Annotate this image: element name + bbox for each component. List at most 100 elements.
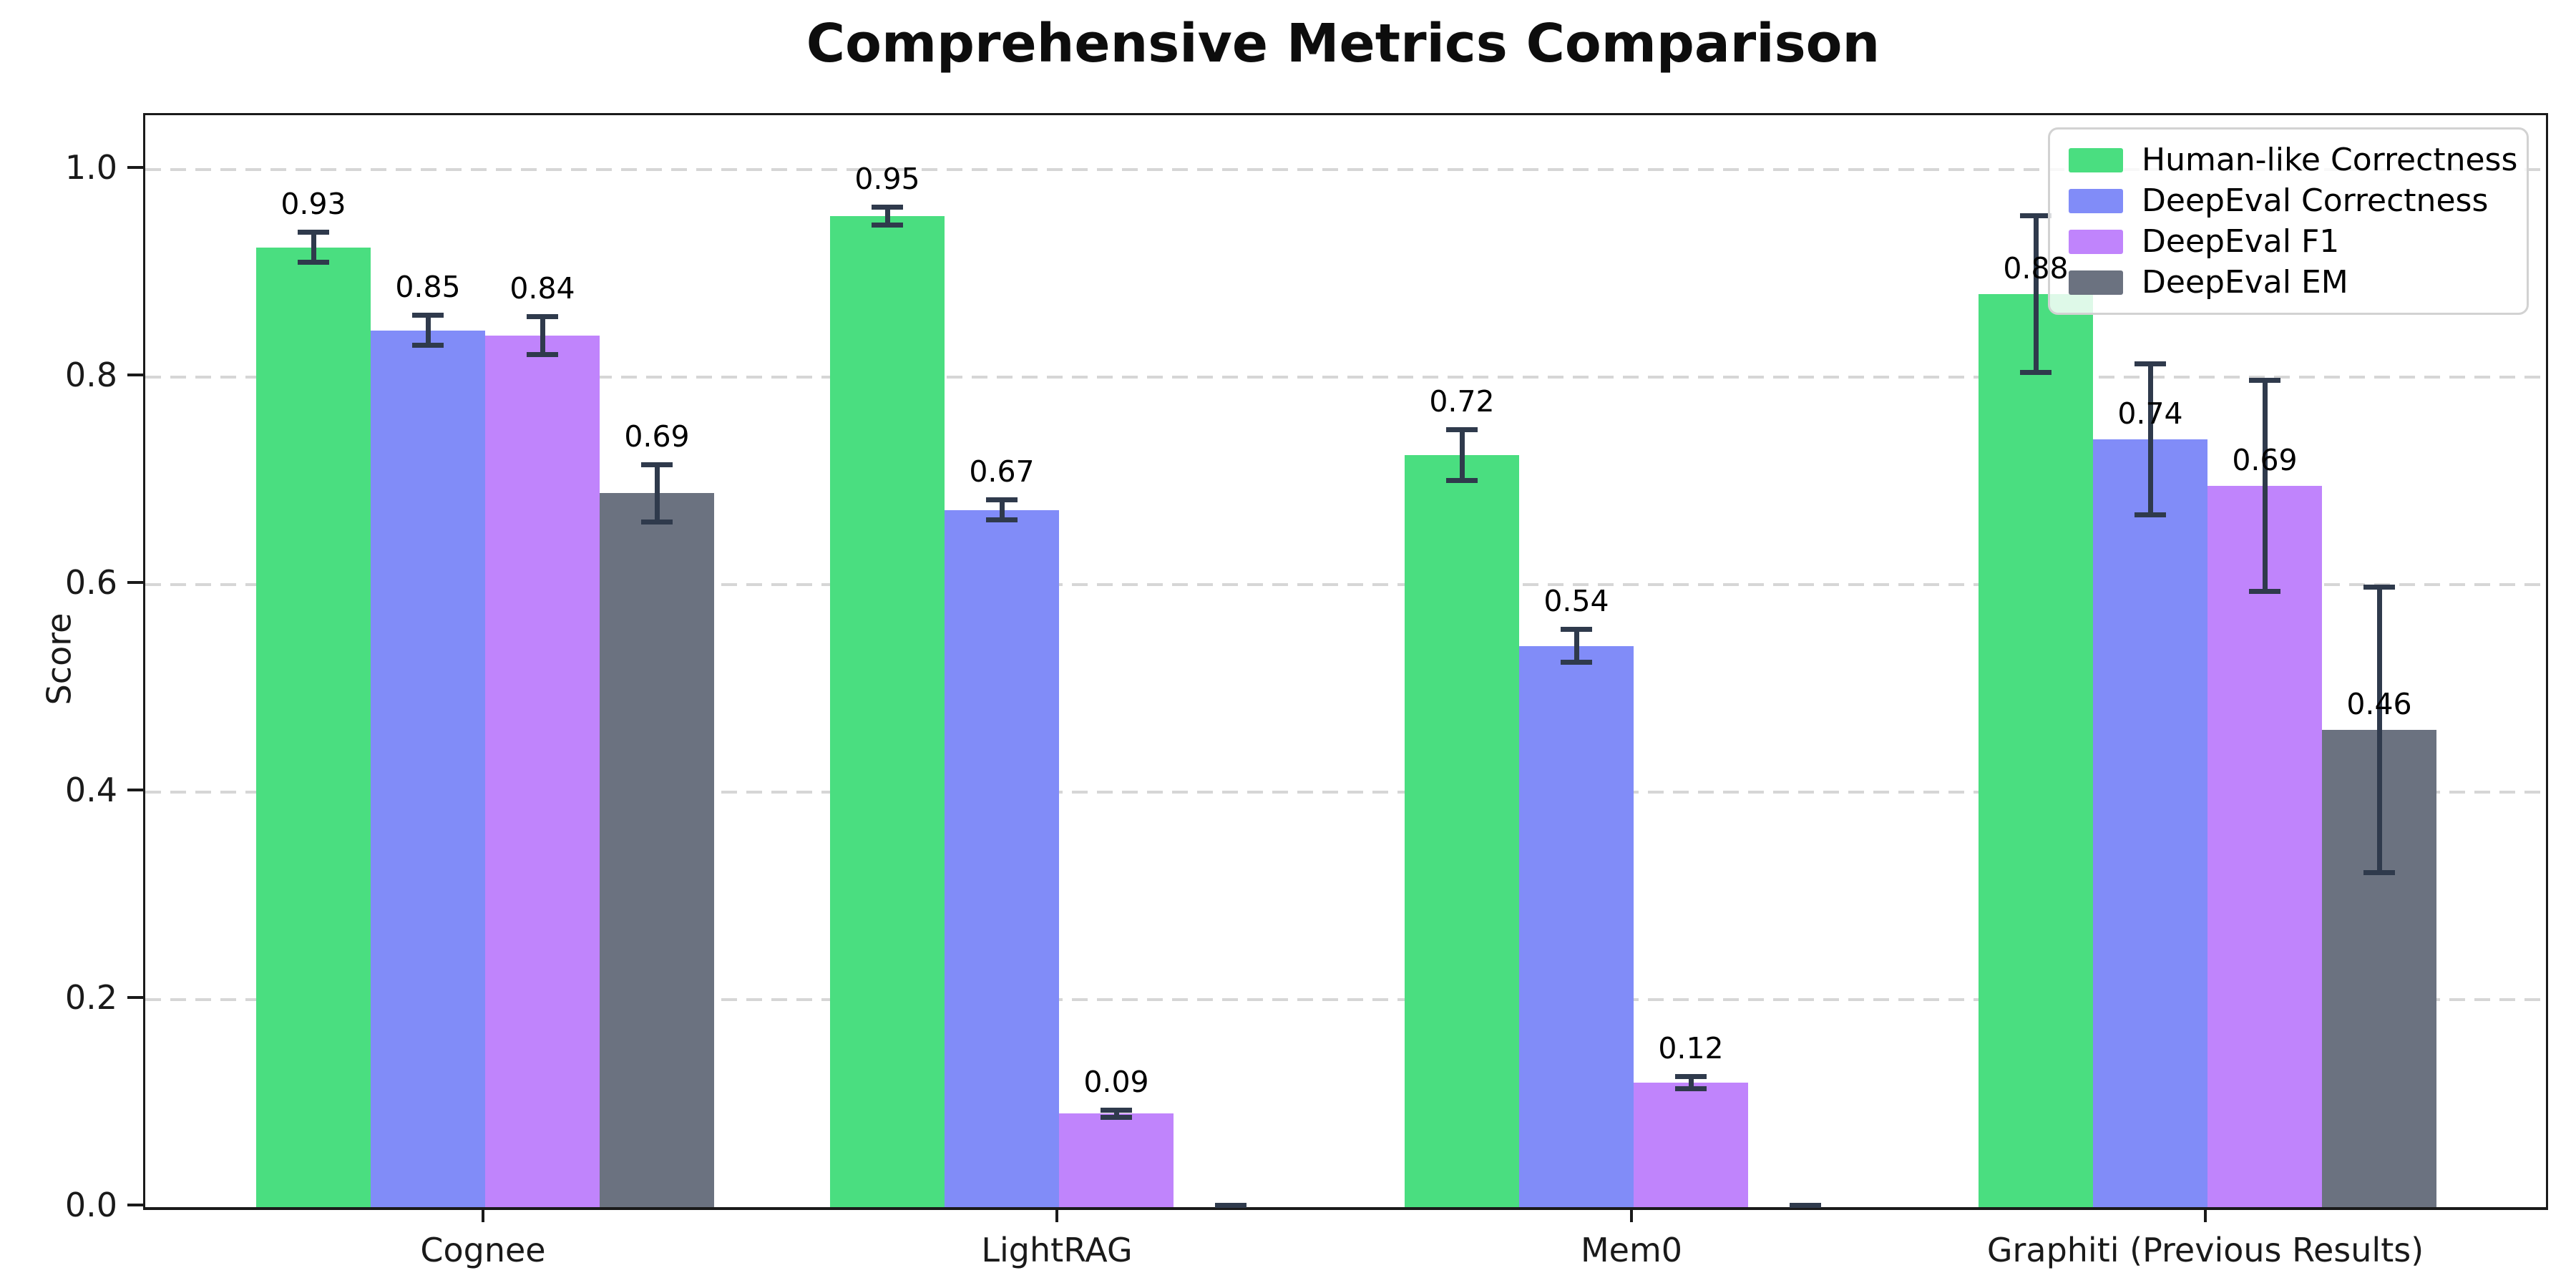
error-cap-bottom-2-0 — [527, 352, 558, 358]
bar-0-1 — [830, 216, 945, 1207]
bar-2-3 — [2207, 486, 2322, 1207]
error-cap-top-1-2 — [1561, 627, 1592, 633]
bar-value-label-2-3: 0.69 — [2232, 443, 2298, 478]
y-tick-mark-0.6 — [127, 581, 143, 584]
bar-value-label-1-2: 0.54 — [1543, 584, 1609, 619]
y-tick-mark-0.4 — [127, 789, 143, 791]
bar-2-1 — [1059, 1113, 1174, 1207]
bar-value-label-2-1: 0.09 — [1083, 1064, 1149, 1099]
bar-2-0 — [485, 336, 600, 1207]
error-cap-bottom-0-0 — [298, 260, 329, 265]
gridline-0.2 — [145, 998, 2546, 1001]
error-cap-top-0-3 — [2020, 213, 2051, 218]
error-cap-top-2-0 — [527, 313, 558, 319]
gridline-0.4 — [145, 791, 2546, 794]
gridline-0.8 — [145, 376, 2546, 379]
error-cap-bottom-0-3 — [2020, 370, 2051, 376]
chart-title: Comprehensive Metrics Comparison — [806, 13, 1880, 74]
bar-value-label-2-2: 0.12 — [1658, 1031, 1724, 1066]
gridline-1.0 — [145, 168, 2546, 171]
error-cap-top-0-0 — [298, 230, 329, 235]
bar-2-2 — [1634, 1083, 1748, 1207]
bar-1-1 — [945, 510, 1059, 1207]
legend-swatch-icon — [2069, 147, 2123, 172]
error-cap-top-0-1 — [872, 205, 903, 210]
legend-item-1: DeepEval Correctness — [2069, 182, 2508, 219]
x-tick-mark-1 — [1055, 1208, 1058, 1222]
error-cap-bottom-0-1 — [872, 223, 903, 228]
bar-0-2 — [1405, 455, 1519, 1207]
error-bar-1-1 — [999, 497, 1005, 522]
bar-value-label-0-2: 0.72 — [1429, 384, 1495, 419]
error-cap-top-1-0 — [412, 313, 444, 318]
error-cap-top-3-3 — [2363, 585, 2395, 590]
bar-0-3 — [1979, 294, 2093, 1207]
bar-value-label-2-0: 0.84 — [509, 270, 575, 306]
y-tick-label-0.8: 0.8 — [64, 356, 117, 394]
y-tick-mark-0.0 — [127, 1204, 143, 1206]
y-tick-mark-0.2 — [127, 996, 143, 999]
error-bar-2-2 — [1688, 1074, 1694, 1091]
y-tick-label-0.6: 0.6 — [64, 563, 117, 602]
bar-value-label-3-0: 0.69 — [624, 419, 690, 454]
legend-label: Human-like Correctness — [2142, 142, 2518, 178]
x-tick-label-1: LightRAG — [981, 1231, 1133, 1269]
error-cap-bottom-2-2 — [1675, 1085, 1707, 1091]
x-tick-mark-2 — [1630, 1208, 1633, 1222]
error-bar-3-0 — [654, 462, 660, 525]
error-bar-3-3 — [2376, 585, 2382, 875]
error-cap-bottom-2-1 — [1101, 1115, 1132, 1121]
error-cap-top-2-1 — [1101, 1107, 1132, 1113]
error-bar-0-0 — [311, 230, 316, 265]
error-bar-1-3 — [2147, 361, 2153, 517]
y-tick-mark-0.8 — [127, 374, 143, 376]
bar-value-label-0-3: 0.88 — [2003, 251, 2069, 286]
x-tick-label-0: Cognee — [420, 1231, 546, 1269]
legend-label: DeepEval F1 — [2142, 223, 2340, 260]
bar-1-0 — [371, 331, 485, 1207]
bar-value-label-1-1: 0.67 — [969, 454, 1035, 489]
error-bar-2-0 — [540, 313, 545, 358]
legend-item-0: Human-like Correctness — [2069, 142, 2517, 178]
error-cap-bottom-3-3 — [2363, 870, 2395, 875]
error-bar-2-3 — [2262, 378, 2268, 595]
legend-label: DeepEval Correctness — [2142, 182, 2489, 219]
x-tick-label-2: Mem0 — [1580, 1231, 1683, 1269]
bar-value-label-1-3: 0.74 — [2117, 396, 2183, 431]
error-bar-1-0 — [425, 313, 431, 348]
y-tick-mark-1.0 — [127, 166, 143, 169]
error-cap-top-1-3 — [2135, 361, 2166, 367]
bar-3-0 — [600, 493, 714, 1207]
y-tick-label-0.4: 0.4 — [64, 771, 117, 809]
error-bar-2-1 — [1113, 1107, 1119, 1121]
error-bar-0-3 — [2033, 213, 2039, 376]
error-cap-top-1-1 — [986, 497, 1018, 503]
error-cap-bottom-1-2 — [1561, 659, 1592, 665]
error-bar-1-2 — [1574, 627, 1579, 665]
x-tick-mark-3 — [2204, 1208, 2207, 1222]
error-cap-bottom-1-3 — [2135, 512, 2166, 517]
bar-1-2 — [1519, 646, 1634, 1207]
error-cap-bottom-0-2 — [1446, 477, 1478, 483]
x-tick-label-3: Graphiti (Previous Results) — [1986, 1231, 2424, 1269]
y-tick-label-0.2: 0.2 — [64, 978, 117, 1017]
error-cap-top-0-2 — [1446, 426, 1478, 432]
legend-swatch-icon — [2069, 229, 2123, 254]
bar-value-label-0-0: 0.93 — [280, 187, 346, 222]
legend-swatch-icon — [2069, 188, 2123, 213]
bar-0-0 — [256, 248, 371, 1207]
y-tick-label-1.0: 1.0 — [64, 148, 117, 187]
legend: Human-like Correctness DeepEval Correctne… — [2048, 127, 2529, 315]
y-axis-label: Score — [39, 613, 79, 706]
error-cap-top-2-3 — [2249, 378, 2280, 384]
error-cap-top-2-2 — [1675, 1074, 1707, 1080]
legend-label: DeepEval EM — [2142, 264, 2348, 301]
gridline-0.6 — [145, 583, 2546, 586]
error-cap-bottom-1-1 — [986, 517, 1018, 522]
bar-value-label-1-0: 0.85 — [395, 270, 461, 305]
legend-swatch-icon — [2069, 270, 2123, 295]
legend-item-2: DeepEval F1 — [2069, 223, 2508, 260]
x-tick-mark-0 — [482, 1208, 484, 1222]
error-cap-bottom-2-3 — [2249, 589, 2280, 595]
